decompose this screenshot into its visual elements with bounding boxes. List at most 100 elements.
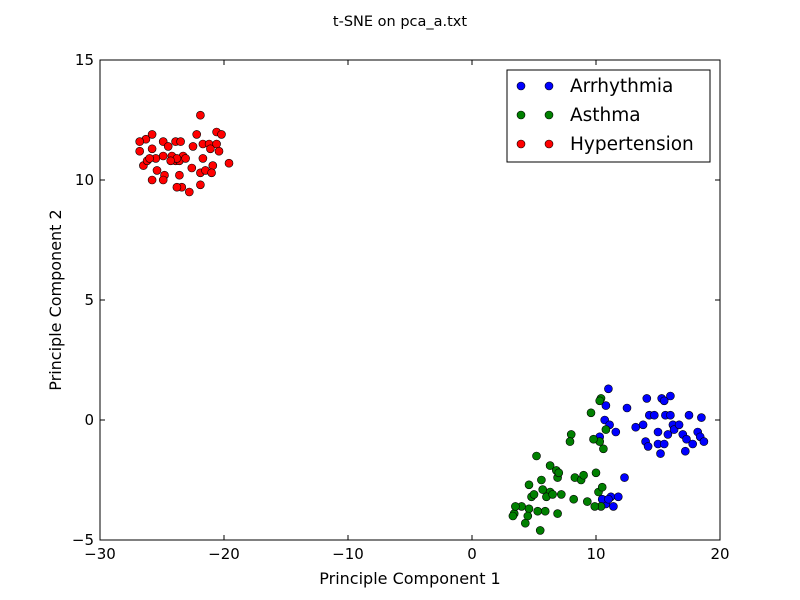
data-point [208,161,218,170]
data-point [523,511,533,521]
data-point [163,142,173,151]
data-point [508,511,518,521]
data-point [524,504,534,514]
data-point [697,413,706,422]
data-point [175,170,184,180]
data-point [192,130,201,139]
x-axis-label: Principle Component 1 [319,569,500,588]
data-point [601,425,611,434]
data-point [656,449,665,458]
series-arrhythmia [595,384,709,511]
data-point [152,166,162,175]
data-point [649,410,659,420]
data-point [540,506,550,516]
data-point [206,144,215,154]
data-point [589,434,598,444]
series-hypertension [135,110,234,197]
y-tick-label: −5 [72,531,94,549]
data-point [586,408,596,418]
data-point [535,526,545,535]
data-point [524,480,534,490]
data-point [688,439,698,449]
data-point [511,502,520,511]
legend-label: Hypertension [570,134,694,155]
legend-frame [506,69,711,163]
data-point [680,446,690,456]
data-point [181,154,190,163]
ticks-layer: −30 −20 −10 0 10 20 −5 0 5 10 15 [72,51,730,563]
plot-area: −30 −20 −10 0 10 20 −5 0 5 10 15 [72,51,730,563]
data-point [217,130,226,139]
data-point [643,442,653,451]
data-point [224,158,234,168]
data-point [135,137,144,146]
data-point [601,401,611,410]
data-point [554,468,564,478]
legend-item-arrhythmia: Arrhythmia [516,76,673,97]
data-point [166,156,175,166]
data-point [638,420,648,430]
data-point [196,110,205,120]
data-point [145,154,154,163]
x-tick-label: −20 [208,545,240,563]
legend-marker [544,139,554,149]
data-point [699,437,709,446]
data-point [187,163,197,173]
data-point [147,144,157,154]
data-point [214,146,224,156]
legend-item-hypertension: Hypertension [516,134,694,155]
data-point [533,506,543,516]
data-point [147,130,157,139]
data-point [604,494,613,504]
data-point [537,475,546,485]
legend-marker [516,81,526,91]
x-tick-label: −30 [84,545,116,563]
legend-marker [516,110,526,120]
legend-label: Arrhythmia [570,76,673,97]
data-point [620,473,629,482]
data-point [529,490,539,499]
data-point [188,142,198,151]
legend-item-asthma: Asthma [516,105,641,126]
data-point [579,470,588,480]
data-point [613,492,623,502]
points-layer [135,110,709,535]
data-point [582,497,592,506]
data-point [569,494,579,504]
data-point [604,384,613,394]
data-point [520,518,530,528]
data-point [631,422,641,432]
data-point [185,187,194,197]
x-tick-label: 10 [586,545,605,563]
data-point [659,396,669,406]
data-point [666,391,675,401]
data-point [595,396,605,406]
data-point [622,403,632,413]
data-point [566,430,576,439]
data-point [666,410,675,420]
y-axis-label: Principle Component 2 [46,209,65,390]
data-point [207,168,216,178]
data-point [599,444,608,454]
data-point [611,427,621,437]
data-point [538,485,548,494]
data-point [597,482,607,492]
data-point [158,151,168,161]
data-point [198,154,208,163]
chart-title: t-SNE on pca_a.txt [333,14,467,30]
data-point [548,490,557,499]
data-point [642,394,652,403]
y-tick-label: 10 [75,171,94,189]
data-point [172,182,182,192]
data-point [674,420,684,430]
data-point [565,437,575,446]
data-point [553,509,562,518]
data-point [147,175,157,185]
y-tick-label: 0 [84,411,94,429]
data-point [556,490,566,499]
legend: Arrhythmia Asthma Hypertension [506,69,711,163]
data-point [659,439,669,449]
legend-label: Asthma [570,105,641,126]
data-point [590,502,600,511]
